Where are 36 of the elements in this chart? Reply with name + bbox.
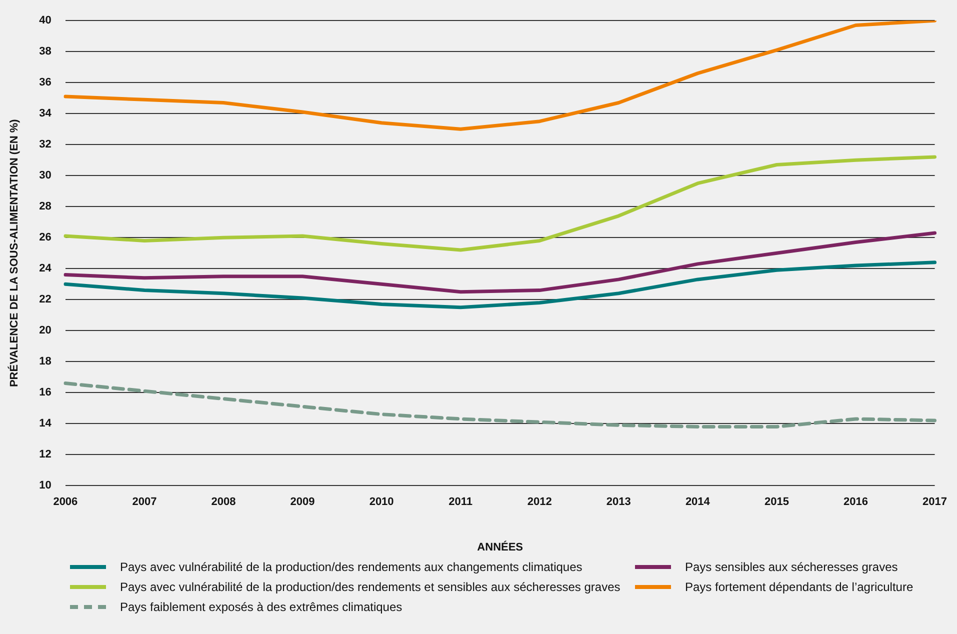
x-tick-label: 2010 [369, 496, 394, 508]
x-tick-label: 2015 [764, 496, 789, 508]
legend-label: Pays fortement dépendants de l’agriculture [685, 580, 914, 594]
x-tick-label: 2006 [53, 496, 78, 508]
y-tick-label: 30 [39, 170, 52, 182]
y-tick-label: 38 [39, 46, 52, 58]
y-tick-label: 26 [39, 232, 52, 244]
y-tick-label: 18 [39, 356, 52, 368]
y-axis-title: PRÉVALENCE DE LA SOUS-ALIMENTATION (EN %) [8, 118, 21, 388]
y-tick-label: 40 [39, 14, 52, 27]
x-tick-label: 2013 [606, 496, 631, 508]
legend-label: Pays avec vulnérabilité de la production/des rendements et sensibles aux sécheresses graves [120, 580, 620, 594]
y-tick-label: 10 [39, 480, 52, 492]
x-tick-label: 2014 [685, 496, 711, 508]
y-tick-label: 36 [39, 76, 52, 89]
legend-label: Pays faiblement exposés à des extrêmes climatiques [120, 600, 402, 614]
x-axis-title: ANNÉES [477, 540, 524, 554]
x-tick-label: 2009 [290, 496, 315, 508]
x-tick-label: 2008 [211, 496, 236, 508]
y-tick-label: 22 [39, 294, 52, 306]
y-tick-label: 16 [39, 386, 52, 399]
x-tick-label: 2016 [843, 496, 868, 508]
legend-label: Pays avec vulnérabilité de la production/des rendements aux changements climatiques [120, 560, 582, 574]
x-tick-label: 2007 [132, 496, 157, 508]
x-tick-label: 2017 [922, 496, 948, 508]
y-tick-label: 20 [39, 324, 52, 337]
y-tick-label: 34 [39, 108, 52, 120]
legend-label: Pays sensibles aux sécheresses graves [685, 560, 898, 574]
y-tick-label: 32 [39, 138, 52, 151]
x-tick-label: 2011 [448, 496, 473, 508]
y-tick-label: 24 [39, 262, 52, 275]
y-tick-label: 28 [39, 200, 52, 213]
x-tick-label: 2012 [527, 496, 552, 508]
y-tick-label: 14 [39, 418, 52, 430]
y-tick-label: 12 [39, 448, 52, 461]
line-series [64, 382, 937, 428]
